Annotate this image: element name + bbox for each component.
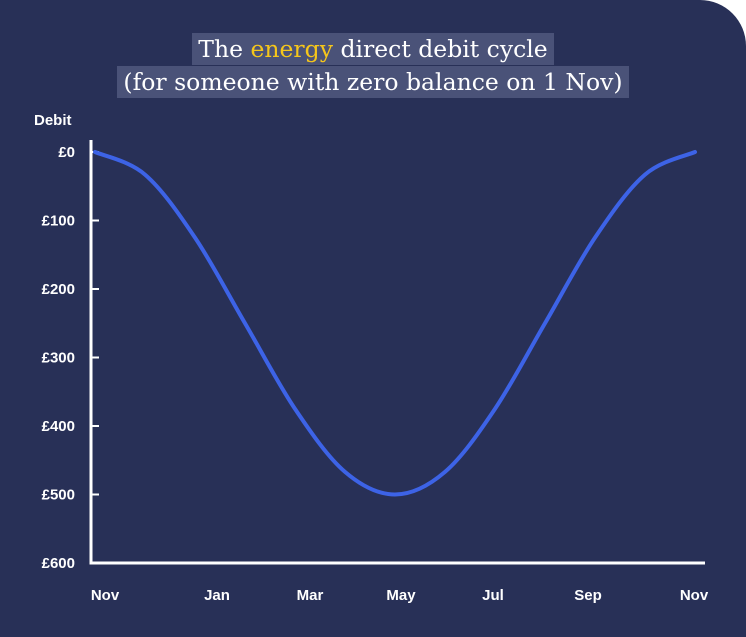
x-ticks: Nov Jan Mar May Jul Sep Nov	[91, 587, 709, 604]
title-line-2: (for someone with zero balance on 1 Nov)	[117, 66, 629, 98]
x-tick-label: Nov	[91, 587, 120, 604]
y-ticks: £0 £100 £200 £300 £400 £500 £600	[42, 144, 99, 572]
axes	[89, 140, 705, 565]
series-group	[93, 150, 697, 497]
title-highlight: energy	[250, 35, 333, 63]
title-prefix: The	[198, 35, 251, 63]
x-tick-label: Mar	[297, 587, 324, 604]
y-tick-label: £0	[58, 144, 75, 161]
x-tick-label: Jan	[204, 587, 230, 604]
y-tick-label: £200	[42, 281, 75, 298]
x-tick-label: Nov	[680, 587, 709, 604]
y-axis-label: Debit	[34, 112, 72, 129]
y-tick-label: £400	[42, 418, 75, 435]
x-tick-label: Sep	[574, 587, 602, 604]
y-tick-label: £600	[42, 555, 75, 572]
chart-title: The energy direct debit cycle (for someo…	[0, 33, 746, 98]
debit-series-line	[93, 150, 697, 497]
y-tick-label: £100	[42, 213, 75, 230]
x-tick-label: May	[386, 587, 416, 604]
title-suffix: direct debit cycle	[333, 35, 548, 63]
y-tick-label: £300	[42, 350, 75, 367]
title-line-1: The energy direct debit cycle	[192, 33, 554, 65]
x-tick-label: Jul	[482, 587, 504, 604]
y-tick-label: £500	[42, 487, 75, 504]
